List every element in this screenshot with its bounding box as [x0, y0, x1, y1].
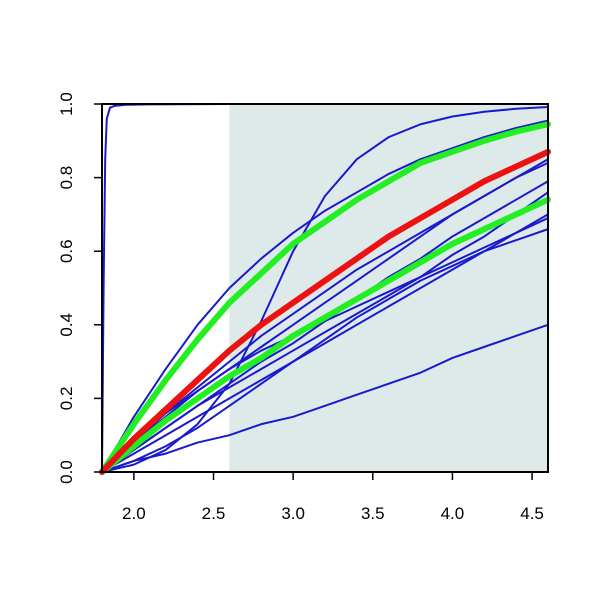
- series-line-3-blue: [101, 119, 549, 473]
- plot-frame: [101, 103, 549, 473]
- series-line-13-green: [99, 196, 551, 475]
- y-tick-label: 0.6: [57, 239, 76, 263]
- series-layer: [99, 103, 551, 475]
- series-line-11-blue: [101, 228, 549, 473]
- x-tick-label: 4.0: [441, 504, 465, 523]
- y-tick-label: 0.8: [57, 166, 76, 190]
- x-tick-label: 2.0: [122, 504, 146, 523]
- series-line-14-red: [99, 148, 551, 475]
- y-tick-label: 1.0: [57, 92, 76, 116]
- series-line-2-blue: [101, 105, 549, 473]
- series-line-9-blue: [101, 158, 549, 473]
- series-line-7-blue: [101, 180, 549, 473]
- x-tick-label: 3.5: [361, 504, 385, 523]
- x-tick-label: 4.5: [520, 504, 544, 523]
- y-tick-label: 0.0: [57, 460, 76, 484]
- series-line-12-green: [99, 121, 551, 475]
- x-tick-label: 3.0: [281, 504, 305, 523]
- shaded-region-layer: [229, 104, 548, 472]
- y-tick-label: 0.2: [57, 387, 76, 411]
- y-tick-label: 0.4: [57, 313, 76, 337]
- series-line-6-blue: [101, 213, 549, 473]
- x-tick-label: 2.5: [202, 504, 226, 523]
- series-line-10-blue: [101, 323, 549, 473]
- x-axis: 2.0 2.5 3.0 3.5 4.0 4.5: [122, 472, 544, 523]
- shaded-region: [229, 104, 548, 472]
- y-axis: 0.0 0.2 0.4 0.6 0.8 1.0: [57, 92, 102, 484]
